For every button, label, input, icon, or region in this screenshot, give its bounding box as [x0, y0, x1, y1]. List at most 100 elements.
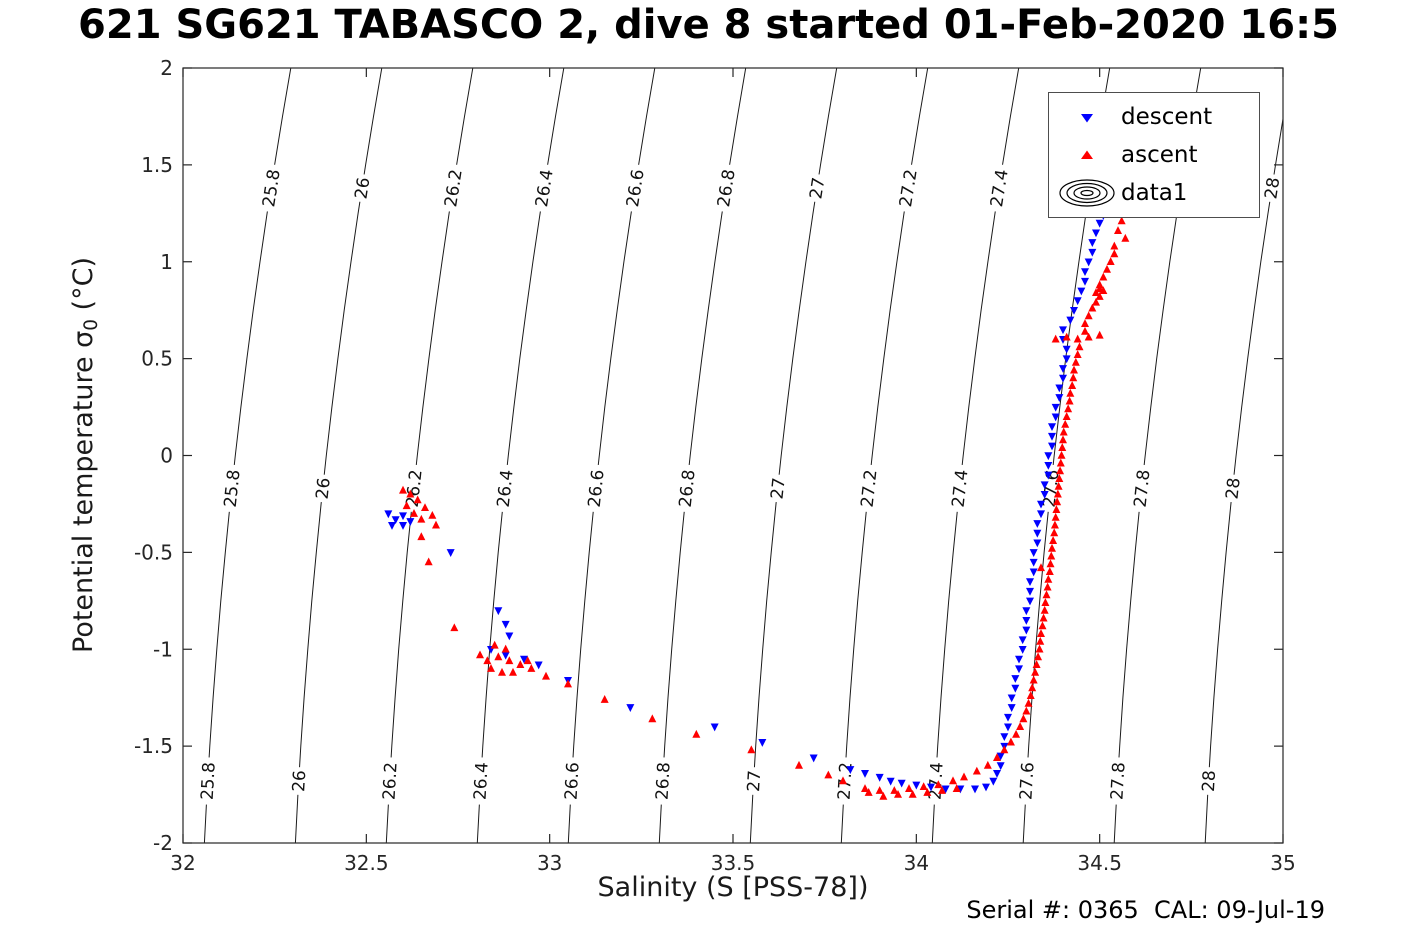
svg-text:26: 26 [289, 770, 310, 793]
x-tick-labels: 32 32.5 33 33.5 34 34.5 35 [170, 851, 1295, 875]
contour-label-26.2: 26.2 [439, 163, 467, 213]
contour-label-25.8: 25.8 [219, 463, 245, 513]
series-descent [384, 204, 1111, 794]
x-axis-label: Salinity (S [PSS-78]) [597, 872, 869, 903]
svg-text:28: 28 [1223, 477, 1245, 501]
legend-label-ascent: ascent [1121, 142, 1198, 168]
contour-label-27.4: 27.4 [985, 163, 1013, 213]
svg-text:27: 27 [806, 176, 829, 200]
contour-label-27: 27 [742, 766, 765, 796]
contour-label-28: 28 [1197, 766, 1220, 796]
svg-text:26.6: 26.6 [585, 469, 609, 509]
contour-label-26: 26 [287, 766, 310, 796]
svg-text:26: 26 [313, 477, 335, 501]
contour-label-27: 27 [766, 473, 790, 504]
svg-text:26.8: 26.8 [714, 168, 740, 208]
svg-text:1.5: 1.5 [141, 153, 173, 177]
svg-text:28: 28 [1261, 176, 1284, 200]
svg-text:0: 0 [160, 444, 173, 468]
series-ascent [399, 199, 1130, 800]
y-axis-label: Potential temperature σ0 (°C) [68, 257, 102, 653]
svg-text:27.4: 27.4 [949, 469, 973, 509]
svg-text:26.2: 26.2 [403, 469, 427, 509]
legend-item-ascent: ascent [1053, 136, 1259, 174]
svg-text:26.4: 26.4 [494, 469, 518, 509]
svg-text:-0.5: -0.5 [134, 540, 173, 564]
triangle-up-icon [1081, 150, 1093, 159]
contour-label-26.8: 26.8 [674, 463, 700, 513]
contour-label-26.8: 26.8 [712, 163, 740, 213]
serial-cal-note: Serial #: 0365 CAL: 09-Jul-19 [966, 896, 1325, 924]
svg-text:0.5: 0.5 [141, 347, 173, 371]
contour-label-27.6: 27.6 [1015, 756, 1039, 806]
figure-title: 621 SG621 TABASCO 2, dive 8 started 01-F… [78, 2, 1339, 48]
svg-text:33: 33 [537, 851, 562, 875]
svg-text:2: 2 [160, 56, 173, 80]
svg-text:26.4: 26.4 [471, 762, 493, 801]
legend-item-data1: data1 [1053, 174, 1259, 212]
svg-text:26.8: 26.8 [653, 762, 675, 801]
y-axis-label-units: (°C) [67, 257, 99, 320]
svg-text:34.5: 34.5 [1077, 851, 1122, 875]
triangle-down-icon [1081, 114, 1093, 123]
svg-text:32.5: 32.5 [344, 851, 389, 875]
svg-text:25.8: 25.8 [221, 469, 245, 509]
contour-label-27.8: 27.8 [1129, 463, 1155, 513]
svg-text:25.8: 25.8 [198, 762, 220, 801]
contour-label-28: 28 [1259, 172, 1284, 204]
svg-text:26.8: 26.8 [676, 469, 700, 509]
svg-text:1: 1 [160, 250, 173, 274]
contour-label-25.8: 25.8 [257, 163, 285, 213]
contour-label-27: 27 [804, 172, 829, 204]
y-tick-labels: -2 -1.5 -1 -0.5 0 0.5 1 1.5 2 [134, 56, 173, 855]
contour-label-28: 28 [1221, 473, 1245, 504]
svg-text:35: 35 [1270, 851, 1295, 875]
svg-text:25.8: 25.8 [259, 168, 285, 208]
axis-ticks [182, 67, 1284, 844]
contour-label-27.8: 27.8 [1106, 756, 1130, 806]
y-axis-label-subscript: 0 [81, 319, 103, 331]
svg-text:27.6: 27.6 [1016, 762, 1038, 801]
contour-label-26.6: 26.6 [621, 163, 649, 213]
contour-label-25.8: 25.8 [196, 756, 220, 806]
svg-text:26.6: 26.6 [562, 762, 584, 801]
contour-label-27.2: 27.2 [856, 463, 882, 513]
contour-label-27.4: 27.4 [947, 463, 973, 513]
svg-text:33.5: 33.5 [711, 851, 756, 875]
ascent-marker-icon [1053, 147, 1121, 163]
svg-text:27: 27 [768, 477, 790, 501]
legend: descent ascent data1 [1048, 92, 1260, 218]
contour-label-27.4: 27.4 [924, 756, 948, 806]
contour-label-26.2: 26.2 [378, 756, 402, 806]
svg-text:27.8: 27.8 [1107, 762, 1129, 801]
contour-label-27.2: 27.2 [894, 163, 922, 213]
svg-text:27.4: 27.4 [987, 168, 1013, 208]
svg-text:27: 27 [744, 770, 765, 793]
legend-item-descent: descent [1053, 98, 1259, 136]
contour-label-26: 26 [350, 172, 375, 204]
contour-label-26.4: 26.4 [530, 163, 558, 213]
svg-text:26.6: 26.6 [623, 168, 649, 208]
svg-text:-1: -1 [153, 637, 173, 661]
svg-text:-2: -2 [153, 831, 173, 855]
contour-labels: 25.8 25.8 25.8 26 26 26 26.2 26.2 26.2 26.4 26.4 26… [196, 163, 1284, 806]
svg-text:26: 26 [351, 176, 374, 200]
contour-rings-icon [1053, 178, 1121, 208]
svg-text:27.2: 27.2 [896, 168, 922, 208]
y-axis-label-text: Potential temperature σ [67, 330, 99, 653]
contour-label-26.4: 26.4 [492, 463, 518, 513]
legend-label-descent: descent [1121, 104, 1213, 130]
descent-marker-icon [1053, 109, 1121, 125]
svg-text:28: 28 [1199, 770, 1220, 793]
svg-text:26.4: 26.4 [532, 168, 558, 208]
contour-label-26.8: 26.8 [651, 756, 675, 806]
contour-label-26.4: 26.4 [469, 756, 493, 806]
legend-label-data1: data1 [1121, 180, 1188, 206]
svg-text:27.8: 27.8 [1131, 469, 1155, 509]
svg-text:26.2: 26.2 [441, 168, 467, 208]
svg-text:27.2: 27.2 [858, 469, 882, 509]
contour-label-26.6: 26.6 [560, 756, 584, 806]
contour-label-26.6: 26.6 [583, 463, 609, 513]
